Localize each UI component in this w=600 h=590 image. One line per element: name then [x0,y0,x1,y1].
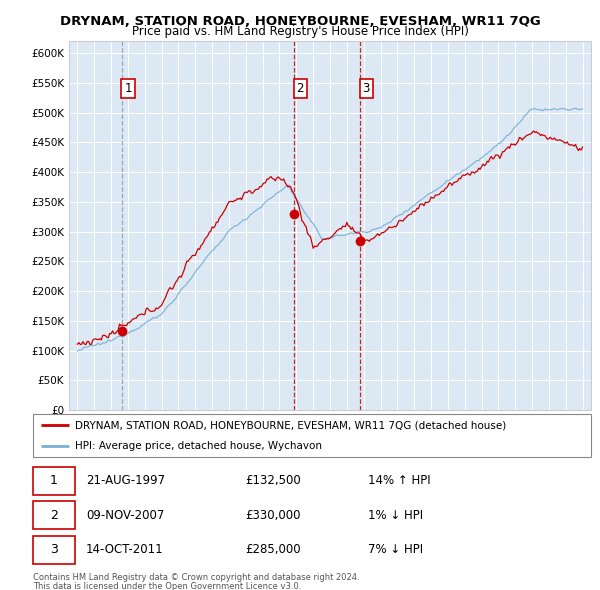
Text: 09-NOV-2007: 09-NOV-2007 [86,509,164,522]
Text: 7% ↓ HPI: 7% ↓ HPI [368,543,423,556]
Text: 1: 1 [124,83,132,96]
Text: £330,000: £330,000 [245,509,301,522]
FancyBboxPatch shape [33,414,591,457]
Text: DRYNAM, STATION ROAD, HONEYBOURNE, EVESHAM, WR11 7QG (detached house): DRYNAM, STATION ROAD, HONEYBOURNE, EVESH… [75,421,506,430]
FancyBboxPatch shape [33,536,75,564]
Text: 1% ↓ HPI: 1% ↓ HPI [368,509,423,522]
Text: £132,500: £132,500 [245,474,301,487]
Text: This data is licensed under the Open Government Licence v3.0.: This data is licensed under the Open Gov… [33,582,301,590]
Text: DRYNAM, STATION ROAD, HONEYBOURNE, EVESHAM, WR11 7QG: DRYNAM, STATION ROAD, HONEYBOURNE, EVESH… [59,15,541,28]
Text: 14% ↑ HPI: 14% ↑ HPI [368,474,430,487]
FancyBboxPatch shape [33,467,75,495]
Text: 3: 3 [362,83,370,96]
Text: 1: 1 [50,474,58,487]
Text: HPI: Average price, detached house, Wychavon: HPI: Average price, detached house, Wych… [75,441,322,451]
Text: Price paid vs. HM Land Registry's House Price Index (HPI): Price paid vs. HM Land Registry's House … [131,25,469,38]
Text: Contains HM Land Registry data © Crown copyright and database right 2024.: Contains HM Land Registry data © Crown c… [33,573,359,582]
Text: 2: 2 [296,83,304,96]
Text: 2: 2 [50,509,58,522]
Text: 14-OCT-2011: 14-OCT-2011 [86,543,164,556]
Text: 3: 3 [50,543,58,556]
Text: 21-AUG-1997: 21-AUG-1997 [86,474,165,487]
Text: £285,000: £285,000 [245,543,301,556]
FancyBboxPatch shape [33,502,75,529]
